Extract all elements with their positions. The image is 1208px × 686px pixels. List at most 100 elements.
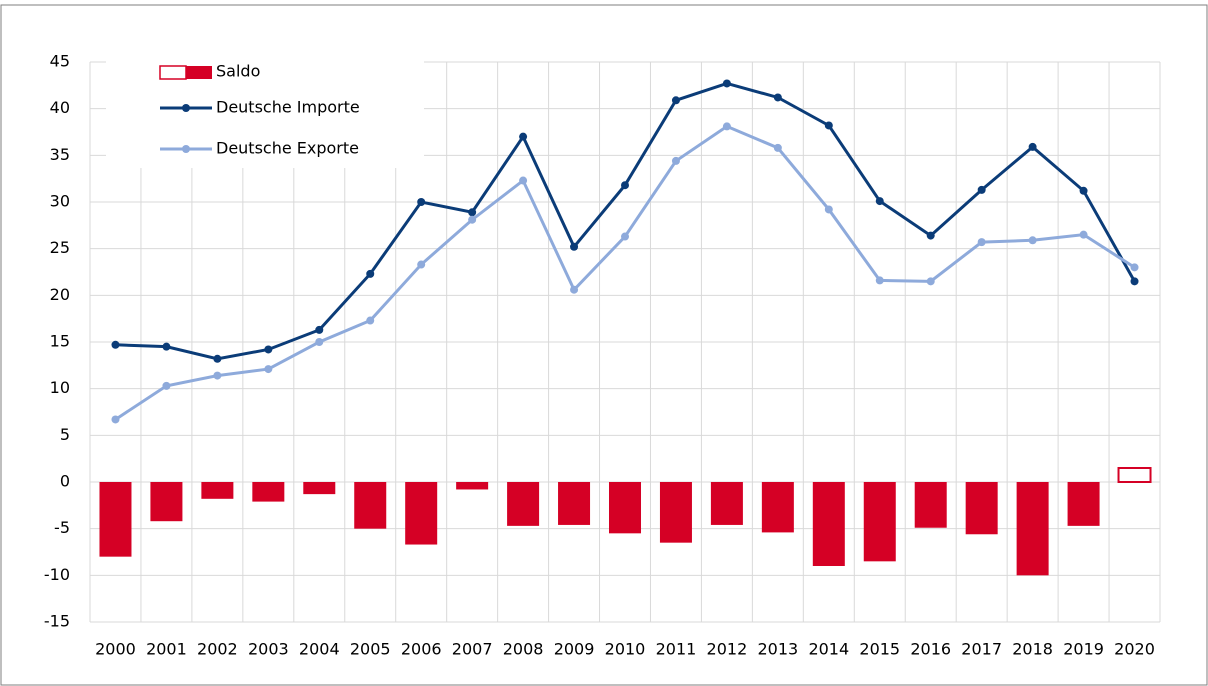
- marker: [671, 96, 680, 105]
- marker: [875, 197, 884, 206]
- y-tick-label: 35: [50, 145, 70, 164]
- bar: [659, 482, 692, 543]
- bar: [863, 482, 896, 562]
- legend-swatch: [159, 65, 187, 80]
- legend-swatch: [182, 104, 190, 112]
- marker: [315, 338, 324, 346]
- x-tick-label: 2005: [350, 640, 391, 659]
- bar: [1016, 482, 1049, 576]
- marker: [111, 340, 120, 349]
- marker: [570, 285, 579, 294]
- marker: [875, 276, 884, 285]
- y-tick-label: 45: [50, 52, 70, 71]
- marker: [621, 181, 629, 190]
- y-tick-label: -10: [44, 565, 70, 584]
- marker: [315, 325, 324, 334]
- marker: [773, 93, 782, 102]
- marker: [366, 316, 375, 325]
- bar: [761, 482, 794, 533]
- marker: [926, 231, 935, 240]
- x-tick-label: 2014: [808, 640, 849, 659]
- bar: [201, 482, 234, 499]
- marker: [111, 415, 120, 424]
- marker: [1028, 236, 1037, 245]
- legend-swatch: [186, 66, 212, 79]
- marker: [417, 198, 426, 206]
- x-tick-label: 2004: [299, 640, 340, 659]
- marker: [519, 132, 528, 141]
- marker: [926, 277, 935, 286]
- marker: [213, 371, 222, 380]
- marker: [621, 232, 629, 241]
- bar: [710, 482, 743, 525]
- x-tick-label: 2003: [248, 640, 289, 659]
- x-tick-label: 2020: [1114, 640, 1155, 659]
- bar: [609, 482, 641, 534]
- marker: [722, 122, 731, 131]
- x-tick-label: 2009: [554, 640, 595, 659]
- bar: [1117, 467, 1152, 483]
- marker: [1130, 263, 1139, 272]
- marker: [1079, 230, 1088, 239]
- marker: [773, 143, 782, 152]
- legend-label: Saldo: [216, 62, 260, 81]
- y-tick-label: -5: [54, 518, 70, 537]
- marker: [213, 354, 222, 363]
- y-tick-label: 20: [50, 285, 70, 304]
- marker: [162, 342, 171, 351]
- marker: [570, 242, 579, 251]
- x-tick-label: 2018: [1012, 640, 1053, 659]
- y-tick-label: 30: [50, 192, 70, 211]
- bar: [456, 482, 489, 490]
- y-tick-label: 5: [60, 425, 70, 444]
- legend-label: Deutsche Exporte: [216, 139, 359, 158]
- x-tick-label: 2000: [95, 640, 136, 659]
- bar: [405, 482, 438, 545]
- bar: [507, 482, 540, 526]
- x-tick-label: 2015: [859, 640, 900, 659]
- bar: [303, 482, 336, 495]
- marker: [977, 185, 986, 194]
- marker: [824, 205, 833, 214]
- x-tick-label: 2017: [961, 640, 1002, 659]
- y-tick-label: 40: [50, 98, 70, 117]
- x-tick-label: 2013: [757, 640, 798, 659]
- x-tick-label: 2008: [503, 640, 544, 659]
- legend-box: [106, 44, 424, 168]
- y-tick-label: 25: [50, 238, 70, 257]
- y-tick-label: 15: [50, 332, 70, 351]
- bar: [558, 482, 591, 525]
- marker: [1130, 277, 1139, 286]
- marker: [264, 365, 273, 374]
- bar: [252, 482, 285, 502]
- bar: [354, 482, 387, 529]
- x-tick-label: 2010: [605, 640, 646, 659]
- y-tick-label: 10: [50, 378, 70, 397]
- marker: [977, 238, 986, 247]
- x-tick-label: 2001: [146, 640, 187, 659]
- bar: [99, 482, 132, 557]
- x-tick-label: 2006: [401, 640, 442, 659]
- x-tick-label: 2002: [197, 640, 238, 659]
- bar: [965, 482, 998, 535]
- bar: [150, 482, 183, 522]
- plot: [99, 79, 1152, 576]
- marker: [824, 121, 833, 130]
- legend-label: Deutsche Importe: [216, 98, 360, 117]
- x-tick-label: 2012: [707, 640, 748, 659]
- bar: [1067, 482, 1100, 526]
- x-tick-label: 2016: [910, 640, 951, 659]
- marker: [468, 208, 477, 217]
- marker: [519, 176, 528, 185]
- x-tick-label: 2019: [1063, 640, 1104, 659]
- marker: [1028, 142, 1037, 151]
- marker: [671, 156, 680, 165]
- x-tick-label: 2011: [656, 640, 697, 659]
- marker: [264, 345, 273, 354]
- marker: [1079, 186, 1088, 195]
- marker: [162, 381, 171, 390]
- y-tick-label: -15: [44, 612, 70, 631]
- x-tick-label: 2007: [452, 640, 493, 659]
- legend-swatch: [182, 145, 190, 153]
